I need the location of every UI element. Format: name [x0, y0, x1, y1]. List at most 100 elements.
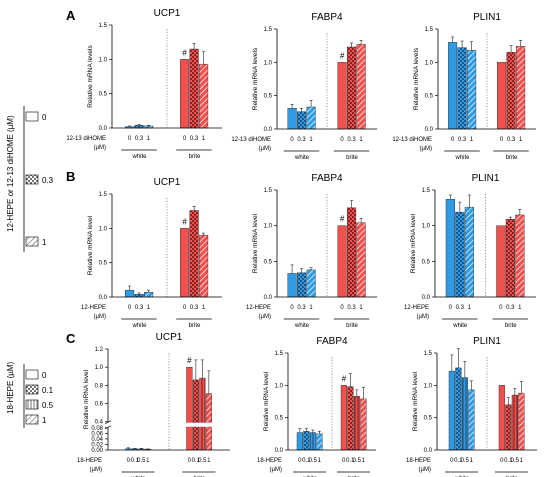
significance-mark: # [187, 356, 192, 365]
y-tick-label: 0.5 [99, 92, 108, 98]
legend-bottom-label-3: 1 [42, 416, 47, 425]
significance-mark: # [182, 217, 187, 226]
legend-top-swatch-1 [25, 174, 39, 185]
brite-bar [356, 44, 366, 130]
chart-c-ucp1: UCP1 0.000.020.040.060.080.4 0.6 0.8 1.0 1.2 R… [77, 332, 231, 477]
dose-label: 0 [340, 305, 344, 311]
brite-bar [511, 394, 518, 451]
dose-label: 1 [468, 305, 472, 311]
y-tick-label: 1.0 [264, 224, 273, 230]
brite-bar [353, 396, 360, 451]
white-bar [464, 206, 474, 298]
y-tick-label: 0.08 [91, 426, 103, 432]
chart-b-plin1: PLIN1 0.0 0.5 1.0 1.5 Relative mRNA level whit… [404, 173, 536, 329]
brite-bar [337, 225, 347, 298]
dose-label: 0.3 [347, 137, 356, 143]
dose-label: 0 [450, 458, 454, 464]
dose-label: 0.1 [504, 458, 513, 464]
dose-label: 0.3 [507, 137, 516, 143]
legend-bottom-swatch-0 [25, 369, 39, 380]
dose-label: 0 [290, 137, 294, 143]
y-tick-label: 1.5 [425, 27, 434, 33]
white-bar [448, 42, 458, 130]
y-tick-label: 1.0 [264, 60, 273, 66]
brite-bar [496, 225, 506, 298]
brite-bar [180, 228, 190, 298]
axis-break-band [109, 422, 231, 427]
y-tick-label: 1.5 [424, 351, 433, 357]
y-axis-label: Relative mRNA level [83, 369, 90, 429]
dose-label: 1 [309, 137, 313, 143]
treatment-label: 18-HEPE [77, 458, 102, 464]
brite-bar [506, 52, 516, 130]
dose-label: 0.3 [190, 136, 199, 142]
dose-label: 1 [309, 305, 313, 311]
legend-top-title: 12-HEPE or 12-13 diHOME (µM) [6, 115, 15, 232]
dose-label: 0.5 [137, 458, 146, 464]
dose-label: 0 [449, 305, 453, 311]
group-label: white [454, 155, 470, 161]
dose-label: 0.3 [347, 305, 356, 311]
chart-title: UCP1 [154, 8, 181, 19]
y-axis-label: Relative mRNA levels [87, 45, 94, 108]
dose-label: 0 [183, 305, 187, 311]
dose-label: 0 [127, 458, 131, 464]
legend-top-label-1: 0.3 [42, 176, 54, 185]
group-label: brite [189, 154, 201, 160]
y-tick-label: 0.0 [99, 295, 108, 301]
dose-label: 1 [519, 137, 523, 143]
significance-mark: # [340, 215, 345, 224]
dose-label: 0.5 [198, 458, 207, 464]
treatment-label: 12-HEPE [404, 305, 429, 311]
chart-b-fabp4: FABP4 0.0 0.5 1.0 1.5 Relative mRNA level whit… [246, 173, 377, 329]
brite-bar [186, 366, 193, 451]
legend-top-swatch-2 [25, 236, 39, 247]
legend-bottom-label-2: 0.5 [42, 401, 54, 410]
dose-label: 0 [188, 458, 192, 464]
y-axis-label: Relative mRNA levels [413, 47, 420, 110]
dose-label: 0 [500, 458, 504, 464]
group-label: white [294, 155, 310, 161]
dose-label: 0.5 [511, 458, 520, 464]
dose-label: 0 [340, 137, 344, 143]
legend-top-swatch-0 [25, 111, 39, 122]
y-tick-label: 0.0 [425, 127, 434, 133]
y-tick-label: 1.5 [99, 192, 108, 198]
brite-bar [497, 62, 507, 130]
chart-title: PLIN1 [473, 336, 501, 347]
y-tick-label: 0.0 [264, 127, 273, 133]
dose-label: 1 [359, 305, 363, 311]
unit-label: (µM) [94, 314, 106, 320]
y-tick-label: 0.8 [95, 383, 104, 389]
y-tick-label: 0.0 [264, 295, 273, 301]
white-bar [144, 291, 154, 298]
brite-bar [189, 210, 199, 298]
chart-a-fabp4: FABP4 0.0 0.5 1.0 1.5 Relative mRNA levels whi… [231, 12, 377, 161]
dose-label: 0 [128, 305, 132, 311]
y-tick-label: 0.5 [425, 94, 434, 100]
treatment-label: 18-HEPE [257, 458, 282, 464]
white-bar [467, 50, 477, 130]
dose-label: 1 [202, 305, 206, 311]
white-bar [468, 389, 475, 451]
y-axis-label: Relative mRNA level [252, 213, 259, 273]
dose-label: 0 [290, 305, 294, 311]
dose-label: 0.3 [135, 305, 144, 311]
brite-bar [516, 46, 526, 130]
white-bar [455, 367, 462, 451]
chart-title: UCP1 [154, 177, 181, 188]
legend-bottom-swatch-3 [25, 414, 39, 425]
brite-bar [180, 59, 190, 129]
y-tick-label: 0.4 [95, 420, 104, 426]
significance-mark: # [182, 48, 187, 57]
white-bar [125, 289, 135, 298]
panel-label-a: A [66, 8, 76, 23]
white-bar [303, 431, 310, 451]
y-axis-label: Relative mRNA level [263, 371, 270, 431]
legend-top-label-0: 0 [42, 113, 47, 122]
unit-label: (µM) [419, 467, 431, 473]
white-bar [309, 432, 316, 451]
dose-label: 1 [362, 458, 366, 464]
y-tick-label: 1.0 [275, 383, 284, 389]
